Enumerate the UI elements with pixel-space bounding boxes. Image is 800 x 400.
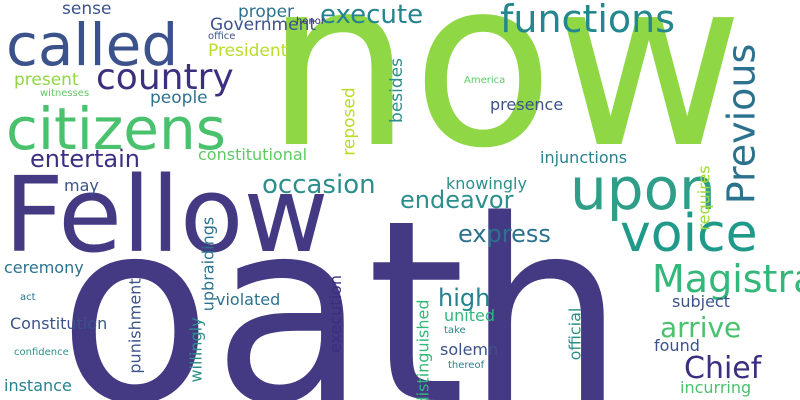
word-citizens: citizens xyxy=(6,95,226,163)
word-present: honor xyxy=(296,16,326,27)
word-government: sense xyxy=(62,0,112,19)
word-besides: distinguished xyxy=(413,299,433,400)
word-america: constitutional xyxy=(198,145,308,164)
word-occasion: arrive xyxy=(660,311,742,344)
word-confidence: knowingly xyxy=(446,174,527,193)
word-constitutional: witnesses xyxy=(40,88,90,99)
word-voice: voice xyxy=(620,204,758,264)
word-ceremony: America xyxy=(464,75,506,86)
word-arrive: Chief xyxy=(684,351,762,386)
word-may: presence xyxy=(490,95,564,114)
word-execute: functions xyxy=(500,0,676,41)
word-reposed: united xyxy=(444,306,495,325)
word-high: express xyxy=(458,220,551,248)
word-found: instance xyxy=(4,376,72,395)
word-willingly: official xyxy=(565,307,585,361)
word-functions: Previous xyxy=(719,43,764,205)
word-execution: subject xyxy=(672,292,730,311)
word-chief: Magistrate xyxy=(652,257,800,301)
word-administration: execution xyxy=(325,275,345,353)
word-incurring: willingly xyxy=(186,317,206,383)
word-injunctions: besides xyxy=(386,58,407,123)
word-witnesses: office xyxy=(208,31,236,42)
word-magistrate: execute xyxy=(320,0,424,30)
word-solemn: act xyxy=(20,292,36,303)
word-fellow: Fellow xyxy=(4,154,329,276)
word-president: proper xyxy=(238,2,295,22)
word-united: ceremony xyxy=(4,258,84,277)
word-express: endeavor xyxy=(400,186,514,214)
word-official: incurring xyxy=(680,378,752,397)
word-called: called xyxy=(6,11,179,79)
word-take: Constitution xyxy=(10,314,108,333)
word-requires: solemn xyxy=(440,340,499,359)
word-constitution: requires xyxy=(694,165,714,231)
word-previous: violated xyxy=(216,290,281,309)
word-endeavor: entertain xyxy=(30,145,141,173)
word-act: injunctions xyxy=(540,148,628,167)
word-country: country xyxy=(96,57,234,98)
word-instance: may xyxy=(64,176,99,195)
word-presence: people xyxy=(150,88,208,108)
word-violated: upbraidings xyxy=(198,216,218,312)
word-punishment: thereof xyxy=(448,360,485,371)
word-honor: Government xyxy=(210,15,317,35)
word-subject: confidence xyxy=(14,347,69,358)
word-upon: upon xyxy=(570,155,716,223)
word-upbraidings: take xyxy=(444,325,466,336)
word-now: now xyxy=(265,0,744,199)
word-people: present xyxy=(14,70,79,90)
word-entertain: occasion xyxy=(262,170,376,200)
word-distinguished: found xyxy=(654,336,700,355)
word-sense: high xyxy=(438,284,491,312)
word-knowingly: reposed xyxy=(339,87,360,156)
word-office: President xyxy=(208,41,288,61)
word-oath: oath xyxy=(58,167,626,400)
word-thereof: punishment xyxy=(125,278,145,374)
